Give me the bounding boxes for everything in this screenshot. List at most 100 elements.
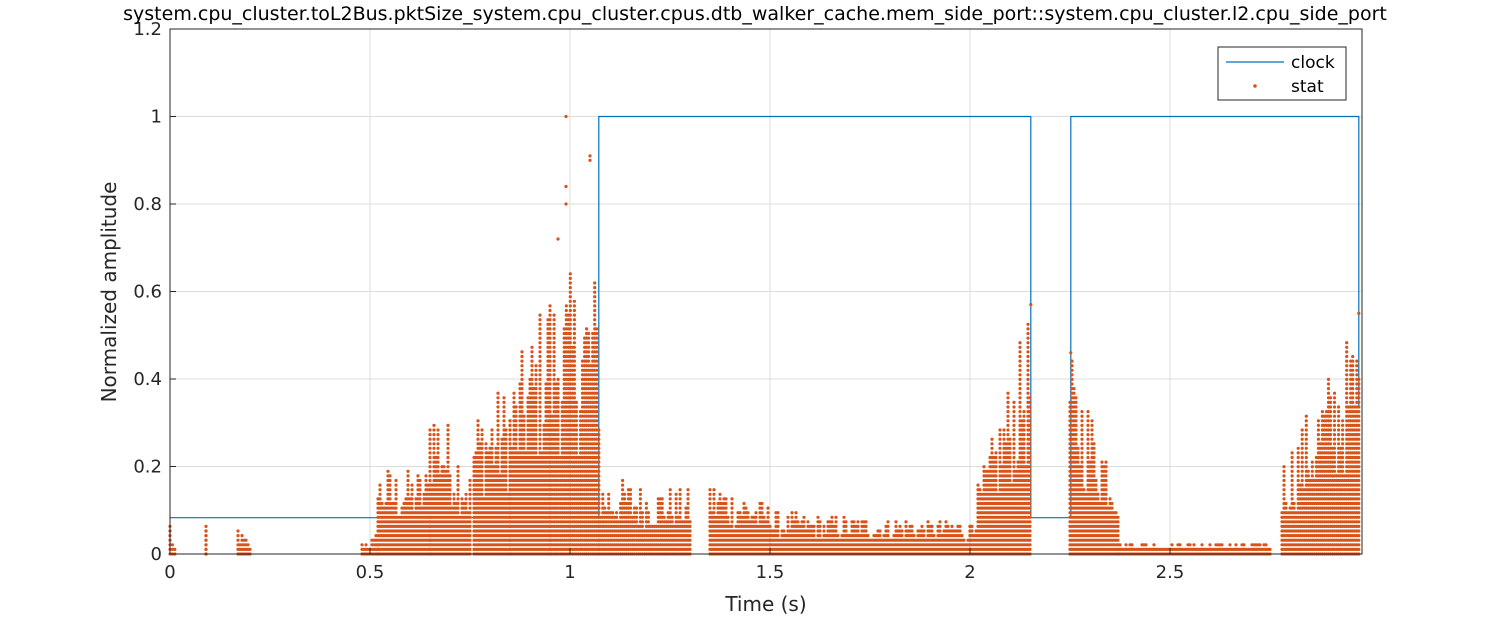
stat-point — [568, 313, 572, 317]
stat-point — [572, 396, 577, 400]
stat-point — [236, 529, 240, 533]
stat-point — [607, 492, 611, 496]
stat-point — [776, 534, 780, 538]
stat-point — [776, 515, 780, 519]
stat-point — [538, 391, 542, 395]
stat-point — [520, 391, 524, 395]
stat-point — [496, 391, 500, 395]
stat-point — [628, 511, 633, 515]
stat-point — [468, 543, 472, 547]
stat-point — [460, 497, 464, 501]
stat-point — [718, 492, 722, 496]
stat-point — [836, 534, 840, 538]
stat-point — [548, 377, 552, 381]
stat-point — [1006, 410, 1010, 414]
stat-point — [574, 437, 579, 441]
stat-point — [514, 423, 518, 427]
stat-point — [595, 350, 599, 354]
stat-point — [597, 433, 601, 437]
stat-point — [538, 442, 542, 446]
stat-point — [456, 478, 460, 483]
stat-point — [548, 391, 552, 395]
stat-point — [530, 377, 534, 381]
stat-point — [432, 442, 436, 446]
stat-point — [530, 373, 534, 377]
stat-point — [456, 483, 460, 487]
stat-point — [464, 492, 468, 496]
stat-point — [534, 368, 538, 372]
stat-point — [480, 478, 484, 483]
stat-point — [572, 387, 577, 391]
stat-point — [597, 497, 601, 501]
stat-point — [646, 515, 651, 519]
stat-point — [534, 387, 538, 391]
stat-point — [548, 382, 552, 386]
stat-point — [760, 511, 764, 515]
stat-point — [587, 341, 591, 345]
stat-point — [538, 387, 542, 391]
stat-point — [568, 286, 572, 290]
stat-point — [410, 506, 414, 510]
stat-point — [480, 483, 484, 487]
stat-point — [170, 543, 174, 547]
stat-point — [998, 428, 1002, 432]
stat-point — [593, 313, 597, 317]
stat-point — [538, 433, 542, 437]
stat-point — [886, 534, 890, 538]
stat-point — [601, 492, 605, 496]
stat-point — [668, 501, 672, 506]
stat-point — [508, 423, 512, 427]
stat-point — [595, 423, 599, 427]
stat-point — [490, 446, 494, 450]
stat-point — [410, 492, 414, 496]
stat-point — [678, 492, 682, 496]
stat-point — [726, 520, 730, 524]
stat-point — [514, 437, 518, 441]
stat-point — [742, 501, 746, 506]
stat-point — [496, 437, 500, 441]
stat-point — [480, 451, 484, 455]
stat-point — [448, 474, 452, 478]
stat-point — [468, 534, 472, 538]
stat-point — [640, 515, 645, 519]
stat-point — [998, 451, 1002, 455]
stat-point — [512, 396, 516, 400]
stat-point — [628, 492, 633, 496]
stat-point — [960, 534, 964, 538]
stat-point — [638, 488, 643, 492]
stat-point — [1006, 428, 1010, 432]
stat-point — [595, 331, 599, 336]
stat-point — [886, 529, 890, 533]
stat-point — [418, 478, 422, 483]
stat-point — [678, 515, 682, 519]
stat-point — [514, 446, 518, 450]
stat-point — [595, 405, 599, 409]
stat-point — [504, 437, 508, 441]
stat-point — [394, 501, 398, 506]
stat-point — [428, 478, 432, 483]
stat-point — [534, 428, 538, 432]
stat-point — [548, 308, 552, 313]
stat-point — [812, 534, 816, 538]
stat-point — [530, 382, 534, 386]
stat-point — [388, 478, 392, 483]
stat-point — [530, 368, 534, 372]
stat-point — [520, 364, 524, 368]
stat-point — [534, 410, 538, 414]
stat-point — [446, 442, 450, 446]
stat-point — [568, 272, 572, 276]
stat-point — [378, 497, 382, 501]
stat-point — [878, 529, 882, 533]
stat-point — [568, 322, 572, 326]
stat-point — [442, 465, 446, 469]
stat-point — [852, 520, 856, 524]
stat-point — [538, 327, 542, 331]
stat-point — [572, 377, 577, 381]
stat-point — [496, 423, 500, 427]
stat-point — [534, 396, 538, 400]
stat-point — [538, 446, 542, 450]
stat-point — [476, 437, 480, 441]
stat-point — [574, 423, 579, 427]
stat-point — [597, 501, 601, 506]
stat-point — [388, 474, 392, 478]
